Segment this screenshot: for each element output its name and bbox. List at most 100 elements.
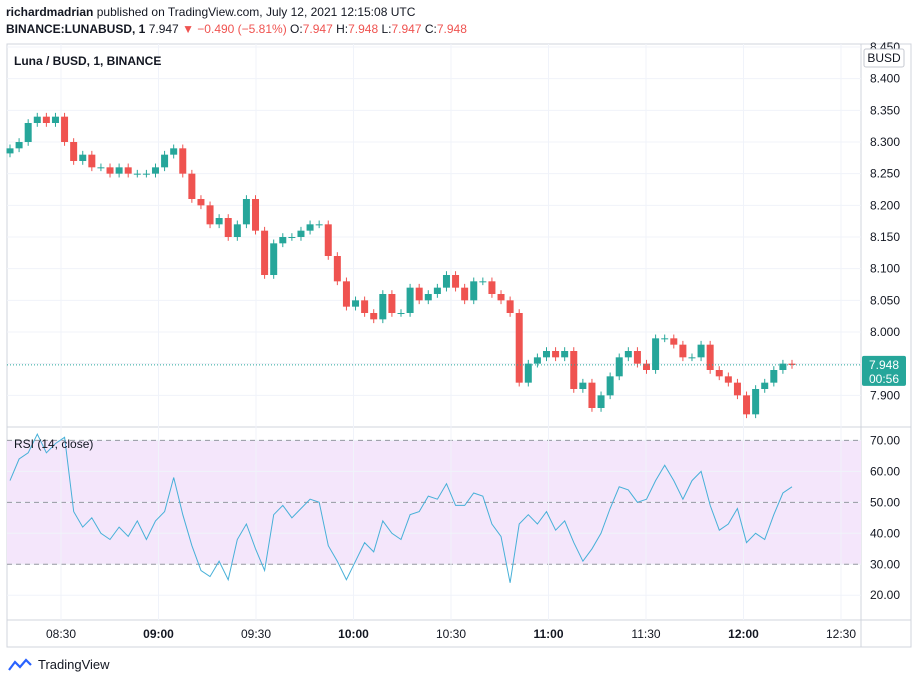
high-label: H:: [336, 22, 349, 36]
candle-body: [261, 230, 269, 275]
price-tag-box: [862, 355, 906, 386]
price-tick-label: 8.000: [870, 325, 900, 339]
tradingview-logo-icon: [8, 657, 32, 671]
candle-body: [370, 313, 378, 320]
price-tick-label: 8.350: [870, 103, 900, 117]
down-arrow-icon: ▼: [182, 22, 194, 36]
low-label: L:: [381, 22, 392, 36]
chart-frame: [6, 43, 912, 648]
candle-body: [679, 344, 687, 358]
time-tick-label: 11:30: [631, 627, 660, 641]
published-text: published on TradingView.com, July 12, 2…: [96, 5, 416, 19]
candle-body: [33, 116, 41, 123]
time-tick-label: 08:30: [46, 627, 76, 641]
candle-body: [6, 148, 14, 154]
candle-body: [252, 199, 260, 231]
time-tick-label: 12:30: [826, 627, 856, 641]
time-tick-label: 10:00: [338, 627, 369, 641]
candle-body: [624, 351, 632, 358]
candle-body: [488, 281, 496, 294]
time-gridlines: [60, 44, 842, 620]
low-value: 7.947: [391, 22, 422, 36]
candle-body: [788, 363, 796, 365]
time-axis-labels: 08:30 09:00 09:30 10:00 10:30 11:00 11:30 12:00…: [46, 627, 856, 641]
candle-body: [361, 300, 369, 313]
candle-body: [15, 142, 23, 149]
publish-info: richardmadrian published on TradingView.…: [6, 5, 415, 19]
rsi-line: [9, 433, 793, 583]
candle-body: [433, 287, 441, 294]
candle-body: [661, 338, 669, 340]
rsi-tick-label: 50.00: [870, 495, 900, 509]
candle-body: [270, 243, 278, 275]
candle-body: [643, 363, 651, 370]
candle-body: [761, 382, 769, 389]
price-tick-label: 8.100: [870, 262, 900, 276]
candle-body: [315, 224, 323, 226]
candle-body: [770, 370, 778, 383]
candle-body: [115, 167, 123, 174]
candle-body: [615, 357, 623, 377]
candle-body: [179, 148, 187, 174]
candle-body: [724, 376, 732, 383]
candle-body: [206, 205, 214, 225]
footer-brand[interactable]: TradingView: [38, 657, 110, 672]
candle-body: [442, 275, 450, 288]
candle-body: [388, 294, 396, 313]
price-tick-label: 8.250: [870, 167, 900, 181]
symbol-ohlc-line: BINANCE:LUNABUSD, 1 7.947 ▼ −0.490 (−5.8…: [6, 22, 467, 36]
candle-body: [224, 218, 232, 237]
candle-body: [561, 351, 569, 358]
currency-label: BUSD: [867, 51, 901, 65]
candle-body: [151, 167, 159, 174]
rsi-label: RSI (14, close): [14, 437, 93, 451]
close-label: C:: [424, 22, 437, 36]
time-tick-label: 11:00: [533, 627, 563, 641]
candle-body: [379, 294, 387, 320]
candle-body: [588, 382, 596, 408]
candle-body: [670, 338, 678, 345]
symbol-label: BINANCE:LUNABUSD, 1: [6, 22, 146, 36]
time-tick-label: 12:00: [728, 627, 759, 641]
candle-body: [324, 224, 332, 256]
candle-body: [597, 395, 605, 408]
candle-body: [452, 275, 460, 288]
candle-body: [424, 294, 432, 301]
candle-body: [688, 357, 696, 359]
high-value: 7.948: [348, 22, 379, 36]
candle-body: [743, 395, 751, 415]
candle-body: [342, 281, 350, 307]
author-name[interactable]: richardmadrian: [6, 5, 94, 19]
price-change: −0.490 (−5.81%): [197, 22, 287, 36]
time-tick-label: 09:30: [241, 627, 271, 641]
footer: TradingView: [8, 657, 110, 672]
price-tick-label: 8.400: [870, 72, 900, 86]
price-tick-label: 8.300: [870, 135, 900, 149]
close-value: 7.948: [436, 22, 467, 36]
time-tick-label: 10:30: [436, 627, 466, 641]
candle-body: [188, 173, 196, 199]
candle-body: [515, 313, 523, 383]
candle-body: [415, 287, 423, 301]
candle-body: [479, 281, 487, 283]
candle-body: [161, 154, 169, 168]
candle-body: [633, 351, 641, 364]
candle-body: [779, 363, 787, 370]
countdown-label: 00:56: [869, 372, 899, 386]
time-tick-label: 09:00: [143, 627, 174, 641]
rsi-tick-label: 40.00: [870, 526, 900, 540]
price-gridlines: [7, 46, 861, 396]
candle-body: [97, 167, 105, 169]
rsi-tick-label: 60.00: [870, 464, 900, 478]
rsi-gridlines: [7, 439, 861, 596]
candle-body: [570, 351, 578, 389]
candle-body: [533, 357, 541, 364]
rsi-tick-label: 70.00: [870, 433, 900, 447]
candles: [6, 112, 796, 419]
open-label: O:: [290, 22, 303, 36]
candle-body: [233, 224, 241, 237]
candle-body: [706, 344, 714, 370]
candle-body: [752, 389, 760, 415]
candle-body: [406, 287, 414, 313]
